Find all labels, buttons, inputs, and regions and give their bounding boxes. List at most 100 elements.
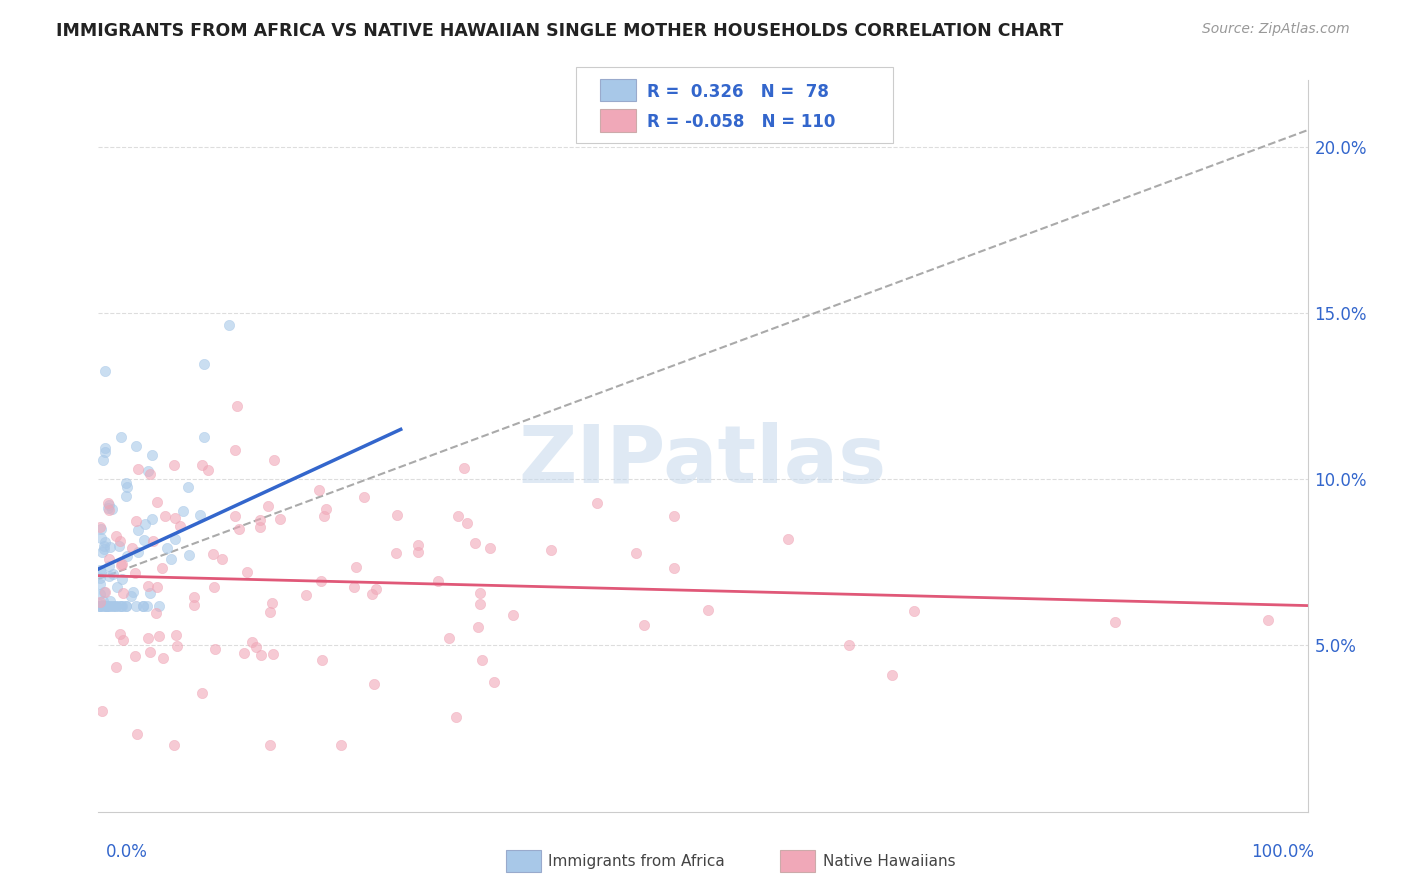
Point <box>1257 613 1279 627</box>
Point <box>93 599 115 613</box>
Point <box>90 598 112 612</box>
Point <box>115 599 138 613</box>
Point <box>97 496 120 510</box>
Point <box>91 594 114 608</box>
Point <box>427 574 450 589</box>
Point <box>540 543 562 558</box>
Point <box>662 508 685 523</box>
Point <box>93 539 115 553</box>
Point <box>262 648 284 662</box>
Point <box>197 463 219 477</box>
Point <box>110 599 132 613</box>
Point <box>141 512 163 526</box>
Point <box>406 545 429 559</box>
Point <box>211 552 233 566</box>
Point <box>89 587 111 601</box>
Point <box>249 520 271 534</box>
Point <box>190 458 212 472</box>
Point <box>103 566 125 581</box>
Point <box>224 508 246 523</box>
Point <box>139 645 162 659</box>
Point <box>136 599 159 613</box>
Point <box>97 599 120 613</box>
Point <box>91 545 114 559</box>
Point <box>105 660 128 674</box>
Point <box>124 599 146 613</box>
Point <box>134 516 156 531</box>
Point <box>97 498 120 512</box>
Point <box>364 582 387 597</box>
Point <box>89 563 111 577</box>
Point <box>163 738 186 752</box>
Point <box>145 580 167 594</box>
Point <box>838 638 860 652</box>
Point <box>122 585 145 599</box>
Text: IMMIGRANTS FROM AFRICA VS NATIVE HAWAIIAN SINGLE MOTHER HOUSEHOLDS CORRELATION C: IMMIGRANTS FROM AFRICA VS NATIVE HAWAIIA… <box>56 22 1063 40</box>
Point <box>124 566 146 581</box>
Point <box>121 541 143 556</box>
Point <box>114 599 136 613</box>
Point <box>94 363 117 377</box>
Point <box>101 599 124 613</box>
Point <box>315 502 337 516</box>
Point <box>177 480 200 494</box>
Point <box>202 580 225 594</box>
Point <box>387 508 409 522</box>
Point <box>111 632 134 647</box>
Point <box>89 599 111 613</box>
Point <box>260 596 283 610</box>
Point <box>98 599 121 613</box>
Point <box>108 627 131 641</box>
Point <box>155 541 177 555</box>
Point <box>172 504 194 518</box>
Point <box>93 535 115 549</box>
Point <box>245 640 267 654</box>
Point <box>104 599 127 613</box>
Point <box>183 598 205 612</box>
Point <box>165 532 187 546</box>
Point <box>330 738 353 752</box>
Point <box>89 599 111 613</box>
Point <box>662 561 685 575</box>
Point <box>312 508 335 523</box>
Point <box>96 599 118 613</box>
Point <box>97 552 120 566</box>
Point <box>447 508 470 523</box>
Point <box>202 547 225 561</box>
Point <box>249 513 271 527</box>
Point <box>224 443 246 458</box>
Point <box>127 462 149 476</box>
Point <box>153 508 176 523</box>
Point <box>482 674 505 689</box>
Point <box>193 430 215 444</box>
Point <box>363 677 385 691</box>
Point <box>98 569 121 583</box>
Point <box>308 483 330 497</box>
Text: Immigrants from Africa: Immigrants from Africa <box>548 855 725 869</box>
Point <box>311 653 333 667</box>
Point <box>169 518 191 533</box>
Point <box>90 704 112 718</box>
Point <box>138 464 160 478</box>
Point <box>479 541 502 555</box>
Point <box>124 439 146 453</box>
Point <box>160 551 183 566</box>
Point <box>94 585 117 599</box>
Point <box>1104 615 1126 630</box>
Point <box>127 544 149 558</box>
Text: R = -0.058   N = 110: R = -0.058 N = 110 <box>647 113 835 131</box>
Point <box>93 541 115 556</box>
Point <box>165 511 187 525</box>
Point <box>97 500 120 515</box>
Point <box>633 617 655 632</box>
Point <box>89 599 111 613</box>
Point <box>190 686 212 700</box>
Point <box>132 533 155 547</box>
Point <box>353 491 375 505</box>
Point <box>225 399 247 413</box>
Point <box>111 557 134 571</box>
Point <box>89 577 111 591</box>
Point <box>384 546 406 560</box>
Point <box>132 599 155 613</box>
Point <box>242 634 264 648</box>
